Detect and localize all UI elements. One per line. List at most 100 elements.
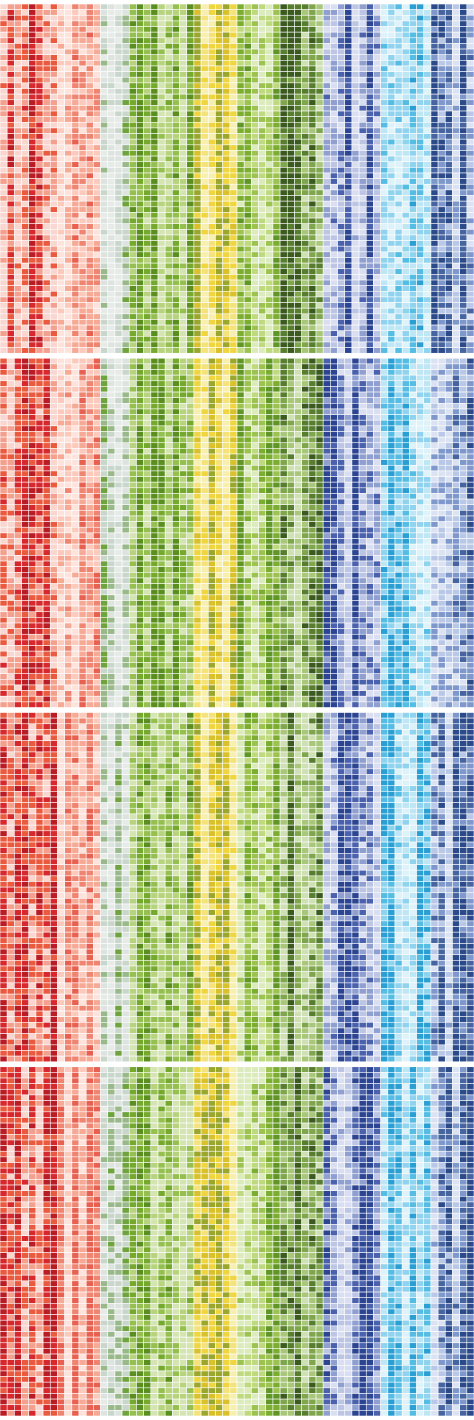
heatmap-cell <box>35 431 44 438</box>
heatmap-cell <box>93 99 101 106</box>
heatmap-cell <box>57 566 65 573</box>
heatmap-cell <box>186 296 195 303</box>
heatmap-cell <box>423 229 432 236</box>
heatmap-cell <box>351 330 360 337</box>
heatmap-cell <box>6 178 15 185</box>
heatmap-cell <box>394 234 403 241</box>
heatmap-cell <box>279 183 288 191</box>
heatmap-cell <box>107 26 116 33</box>
heatmap-cell <box>78 43 87 50</box>
heatmap-cell <box>279 167 288 174</box>
heatmap-cell <box>265 217 274 224</box>
heatmap-cell <box>100 448 109 455</box>
heatmap-cell <box>14 178 22 185</box>
heatmap-cell <box>49 189 58 196</box>
heatmap-cell <box>215 257 223 264</box>
heatmap-cell <box>459 99 468 106</box>
heatmap-cell <box>107 121 116 129</box>
heatmap-cell <box>143 105 152 112</box>
heatmap-cell <box>6 662 15 669</box>
heatmap-cell <box>337 324 346 332</box>
heatmap-cell <box>114 155 123 163</box>
heatmap-cell <box>0 88 8 95</box>
heatmap-cell <box>150 234 159 241</box>
heatmap-cell <box>358 14 367 22</box>
heatmap-cell <box>279 290 288 298</box>
heatmap-cell <box>373 189 381 196</box>
heatmap-cell <box>222 240 231 247</box>
heatmap-cell <box>28 403 37 410</box>
heatmap-cell <box>121 234 130 241</box>
heatmap-cell <box>409 138 417 146</box>
heatmap-cell <box>459 178 468 185</box>
heatmap-cell <box>85 116 94 123</box>
heatmap-cell <box>387 116 396 123</box>
heatmap-cell <box>330 302 338 309</box>
heatmap-cell <box>243 31 252 39</box>
heatmap-cell <box>49 172 58 179</box>
heatmap-cell <box>193 296 202 303</box>
heatmap-cell <box>35 65 44 72</box>
heatmap-cell <box>200 195 209 202</box>
heatmap-cell <box>136 60 144 67</box>
heatmap-cell <box>57 386 65 393</box>
heatmap-cell <box>351 347 360 354</box>
heatmap-cell <box>21 206 30 213</box>
heatmap-cell <box>229 178 238 185</box>
heatmap-cell <box>49 425 58 432</box>
heatmap-cell <box>200 172 209 179</box>
heatmap-cell <box>358 347 367 354</box>
heatmap-cell <box>365 133 374 140</box>
heatmap-cell <box>272 251 281 258</box>
heatmap-cell <box>0 31 8 39</box>
heatmap-cell <box>78 133 87 140</box>
heatmap-cell <box>42 639 51 646</box>
heatmap-cell <box>85 583 94 590</box>
heatmap-cell <box>107 296 116 303</box>
heatmap-cell <box>416 76 425 84</box>
heatmap-cell <box>35 319 44 326</box>
heatmap-cell <box>344 48 353 55</box>
heatmap-cell <box>437 229 446 236</box>
heatmap-cell <box>365 14 374 22</box>
heatmap-cell <box>49 37 58 44</box>
heatmap-cell <box>308 307 317 315</box>
heatmap-cell <box>85 336 94 343</box>
heatmap-cell <box>186 65 195 72</box>
heatmap-cell <box>272 71 281 78</box>
heatmap-cell <box>430 37 439 44</box>
heatmap-cell <box>6 549 15 556</box>
heatmap-cell <box>93 526 101 534</box>
heatmap-cell <box>344 60 353 67</box>
heatmap-cell <box>423 206 432 213</box>
heatmap-cell <box>179 172 188 179</box>
heatmap-cell <box>301 54 310 61</box>
heatmap-cell <box>358 234 367 241</box>
heatmap-cell <box>49 419 58 427</box>
heatmap-cell <box>128 223 137 230</box>
heatmap-cell <box>409 54 417 61</box>
heatmap-cell <box>423 302 432 309</box>
heatmap-cell <box>423 82 432 89</box>
heatmap-cell <box>337 341 346 348</box>
heatmap-cell <box>0 695 8 703</box>
heatmap-cell <box>222 206 231 213</box>
heatmap-cell <box>0 217 8 224</box>
heatmap-cell <box>100 183 109 191</box>
heatmap-cell <box>107 43 116 50</box>
heatmap-cell <box>21 257 30 264</box>
heatmap-cell <box>344 82 353 89</box>
heatmap-cell <box>229 76 238 84</box>
heatmap-cell <box>21 684 30 691</box>
heatmap-cell <box>351 274 360 281</box>
heatmap-cell <box>444 324 453 332</box>
heatmap-cell <box>459 20 468 27</box>
heatmap-cell <box>14 302 22 309</box>
heatmap-cell <box>466 341 474 348</box>
heatmap-cell <box>272 183 281 191</box>
heatmap-cell <box>337 116 346 123</box>
heatmap-cell <box>21 656 30 663</box>
heatmap-cell <box>57 650 65 658</box>
heatmap-cell <box>258 200 267 208</box>
heatmap-cell <box>143 20 152 27</box>
